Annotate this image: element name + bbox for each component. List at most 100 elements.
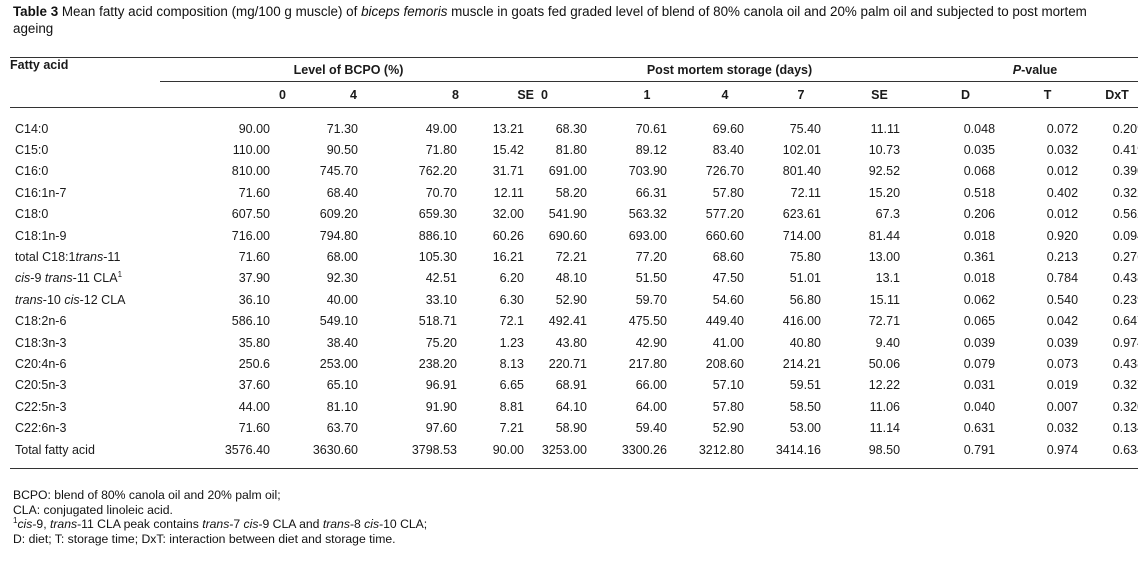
table-cell: 253.00: [319, 356, 358, 371]
table-cell: 31.71: [492, 164, 524, 179]
fatty-acid-name: C16:1n-7: [15, 185, 67, 200]
table-cell: 0.974: [1046, 442, 1079, 457]
table-cell: 68.91: [555, 378, 587, 393]
table-cell: 690.60: [548, 228, 587, 243]
table-cell: 40.00: [326, 292, 358, 307]
table-row: trans-10 cis-12 CLA 36.10 40.00 33.10 6.30 52…: [10, 289, 1138, 310]
table-cell: 89.12: [635, 143, 667, 158]
table-cell: 0.327: [1112, 378, 1138, 393]
table-cell: 36.10: [238, 292, 270, 307]
table-cell: 416.00: [782, 314, 821, 329]
table-cell: 0.438: [1112, 271, 1138, 286]
fatty-acid-name: cis-9 trans-11 CLA1: [15, 270, 123, 286]
table-cell: 801.40: [782, 164, 821, 179]
table-row: C20:5n-3 37.60 65.10 96.91 6.65 68.91 66.00 57.…: [10, 375, 1138, 396]
table-cell: 58.90: [555, 421, 587, 436]
table-row: C16:0 810.00 745.70 762.20 31.71 691.00 703.90…: [10, 161, 1138, 182]
table-cell: 0.018: [963, 271, 996, 286]
header-fatty-acid: Fatty acid: [10, 58, 69, 72]
table-cell: 0.068: [963, 164, 996, 179]
table-cell: 71.30: [326, 121, 358, 136]
fatty-acid-name: C20:4n-6: [15, 356, 67, 371]
caption-text-b: muscle in goats fed graded level of blen…: [13, 4, 1087, 36]
table-cell: 0.039: [963, 335, 996, 350]
table-cell: 0.402: [1046, 185, 1079, 200]
table-caption: Table 3 Mean fatty acid composition (mg/…: [13, 3, 1128, 37]
table-cell: 1.23: [499, 335, 524, 350]
table-cell: 52.90: [712, 421, 744, 436]
table-cell: 3300.26: [621, 442, 667, 457]
header-group-bcpo: Level of BCPO (%): [160, 57, 537, 82]
table-cell: 0.012: [1046, 164, 1079, 179]
table-cell: 56.80: [789, 292, 821, 307]
col-header: T: [1043, 87, 1052, 102]
table-cell: 8.13: [499, 356, 524, 371]
col-header: 8: [452, 87, 459, 102]
table-cell: 0.073: [1046, 356, 1079, 371]
table-cell: 0.134: [1112, 421, 1138, 436]
table-cell: 52.90: [555, 292, 587, 307]
table-cell: 69.60: [712, 121, 744, 136]
table-cell: 716.00: [231, 228, 270, 243]
table-cell: 54.60: [712, 292, 744, 307]
table-cell: 42.51: [425, 271, 457, 286]
fatty-acid-name: C22:5n-3: [15, 399, 67, 414]
fatty-acid-name: C22:6n-3: [15, 421, 67, 436]
table-cell: 91.90: [425, 399, 457, 414]
table-cell: 15.20: [868, 185, 901, 200]
table-cell: 0.079: [963, 356, 996, 371]
col-header: SE: [871, 87, 888, 102]
table-cell: 0.634: [1112, 442, 1138, 457]
table-cell: 794.80: [319, 228, 358, 243]
table-cell: 12.11: [493, 185, 524, 200]
table-row: C15:0 110.00 90.50 71.80 15.42 81.80 89.12 83.4…: [10, 139, 1138, 160]
table-cell: 0.039: [1046, 335, 1079, 350]
fatty-acid-name: C20:5n-3: [15, 378, 67, 393]
table-cell: 714.00: [782, 228, 821, 243]
col-header: 0: [279, 87, 286, 102]
table-cell: 3414.16: [775, 442, 821, 457]
table-cell: 110.00: [232, 143, 270, 158]
table-cell: 659.30: [418, 207, 457, 222]
table-cell: 0.032: [1046, 143, 1079, 158]
table-cell: 0.018: [963, 228, 996, 243]
table-row: C22:5n-3 44.00 81.10 91.90 8.81 64.10 64.00 57.…: [10, 396, 1138, 417]
header-pvalue-rest: -value: [1021, 62, 1058, 77]
table-cell: 3212.80: [698, 442, 744, 457]
table-cell: 15.42: [492, 143, 524, 158]
table-cell: 51.01: [789, 271, 821, 286]
fatty-acid-name: total C18:1trans-11: [15, 250, 121, 265]
table-cell: 83.40: [712, 143, 744, 158]
table-cell: 77.20: [635, 250, 667, 265]
table-row: C16:1n-7 71.60 68.40 70.70 12.11 58.20 66.31 57…: [10, 182, 1138, 203]
table-cell: 0.631: [963, 421, 996, 436]
table-cell: 3576.40: [224, 442, 270, 457]
table-cell: 3253.00: [541, 442, 587, 457]
table-cell: 0.320: [1112, 399, 1138, 414]
table-cell: 81.10: [326, 399, 358, 414]
table-cell: 59.51: [789, 378, 821, 393]
table-cell: 250.6: [238, 356, 270, 371]
table-cell: 0.361: [963, 250, 996, 265]
table-row: C22:6n-3 71.60 63.70 97.60 7.21 58.90 59.40 52.…: [10, 417, 1138, 438]
table-cell: 90.00: [492, 442, 524, 457]
fatty-acid-name: C14:0: [15, 121, 49, 136]
table-cell: 703.90: [628, 164, 667, 179]
footnote-abbrev: D: diet; T: storage time; DxT: interacti…: [13, 531, 396, 546]
table-cell: 44.00: [238, 399, 270, 414]
header-group-storage: Post mortem storage (days): [537, 57, 923, 82]
header-pvalue-italic: P: [1012, 62, 1022, 77]
table-cell: 16.21: [492, 250, 524, 265]
table-cell: 0.042: [1046, 314, 1079, 329]
table-cell: 541.90: [548, 207, 587, 222]
header-group-pvalue: P-value: [922, 57, 1138, 82]
table-cell: 214.21: [782, 356, 821, 371]
table-cell: 66.00: [635, 378, 667, 393]
table-cell: 68.60: [712, 250, 744, 265]
table-cell: 0.094: [1112, 228, 1138, 243]
table-cell: 13.00: [868, 250, 901, 265]
table-cell: 0.012: [1046, 207, 1079, 222]
fatty-acid-name: C15:0: [15, 143, 49, 158]
table-cell: 15.11: [869, 292, 901, 307]
table-cell: 59.40: [635, 421, 667, 436]
